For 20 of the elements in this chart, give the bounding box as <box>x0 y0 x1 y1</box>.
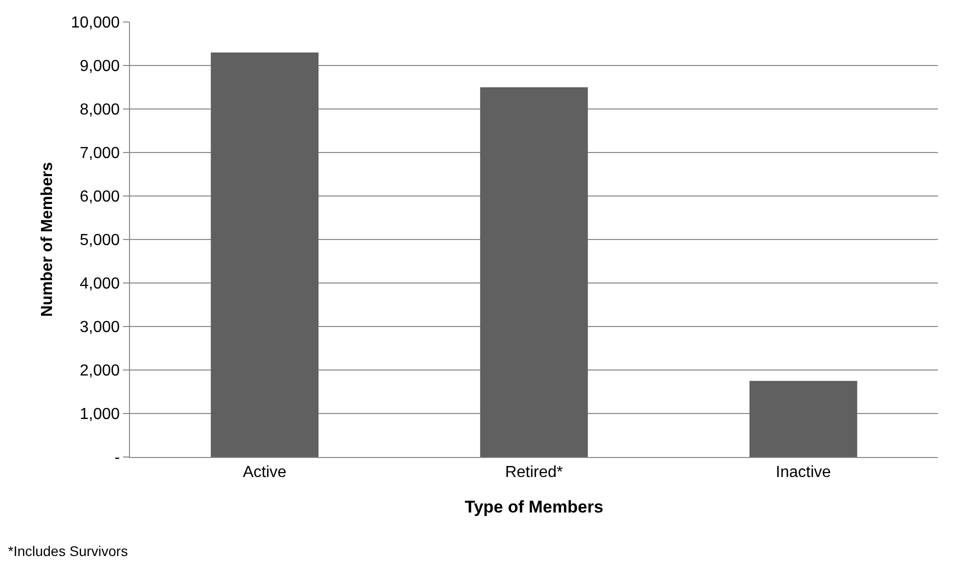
x-axis-title: Type of Members <box>464 498 604 517</box>
x-tick-label: Active <box>242 464 287 482</box>
y-tick-label: 10,000 <box>70 14 120 32</box>
bar <box>480 87 588 457</box>
bar <box>210 52 319 457</box>
y-tick-label: 7,000 <box>80 145 120 162</box>
y-tick-label: 5,000 <box>80 232 120 250</box>
y-tick-label: 6,000 <box>80 188 120 206</box>
y-tick-label: 8,000 <box>80 102 120 119</box>
y-axis-title: Number of Members <box>38 162 56 317</box>
text: *Includes Survivors <box>8 543 128 559</box>
bar <box>749 380 858 457</box>
y-tick-label: 3,000 <box>80 319 120 336</box>
y-tick-label: - <box>114 450 120 467</box>
y-tick-label: 1,000 <box>80 406 120 424</box>
y-tick-label: 2,000 <box>80 362 120 380</box>
y-tick-label: 9,000 <box>80 58 120 76</box>
y-tick-label: 4,000 <box>80 276 120 293</box>
x-tick-label: Inactive <box>776 464 831 482</box>
x-tick-label: Retired* <box>505 464 563 482</box>
